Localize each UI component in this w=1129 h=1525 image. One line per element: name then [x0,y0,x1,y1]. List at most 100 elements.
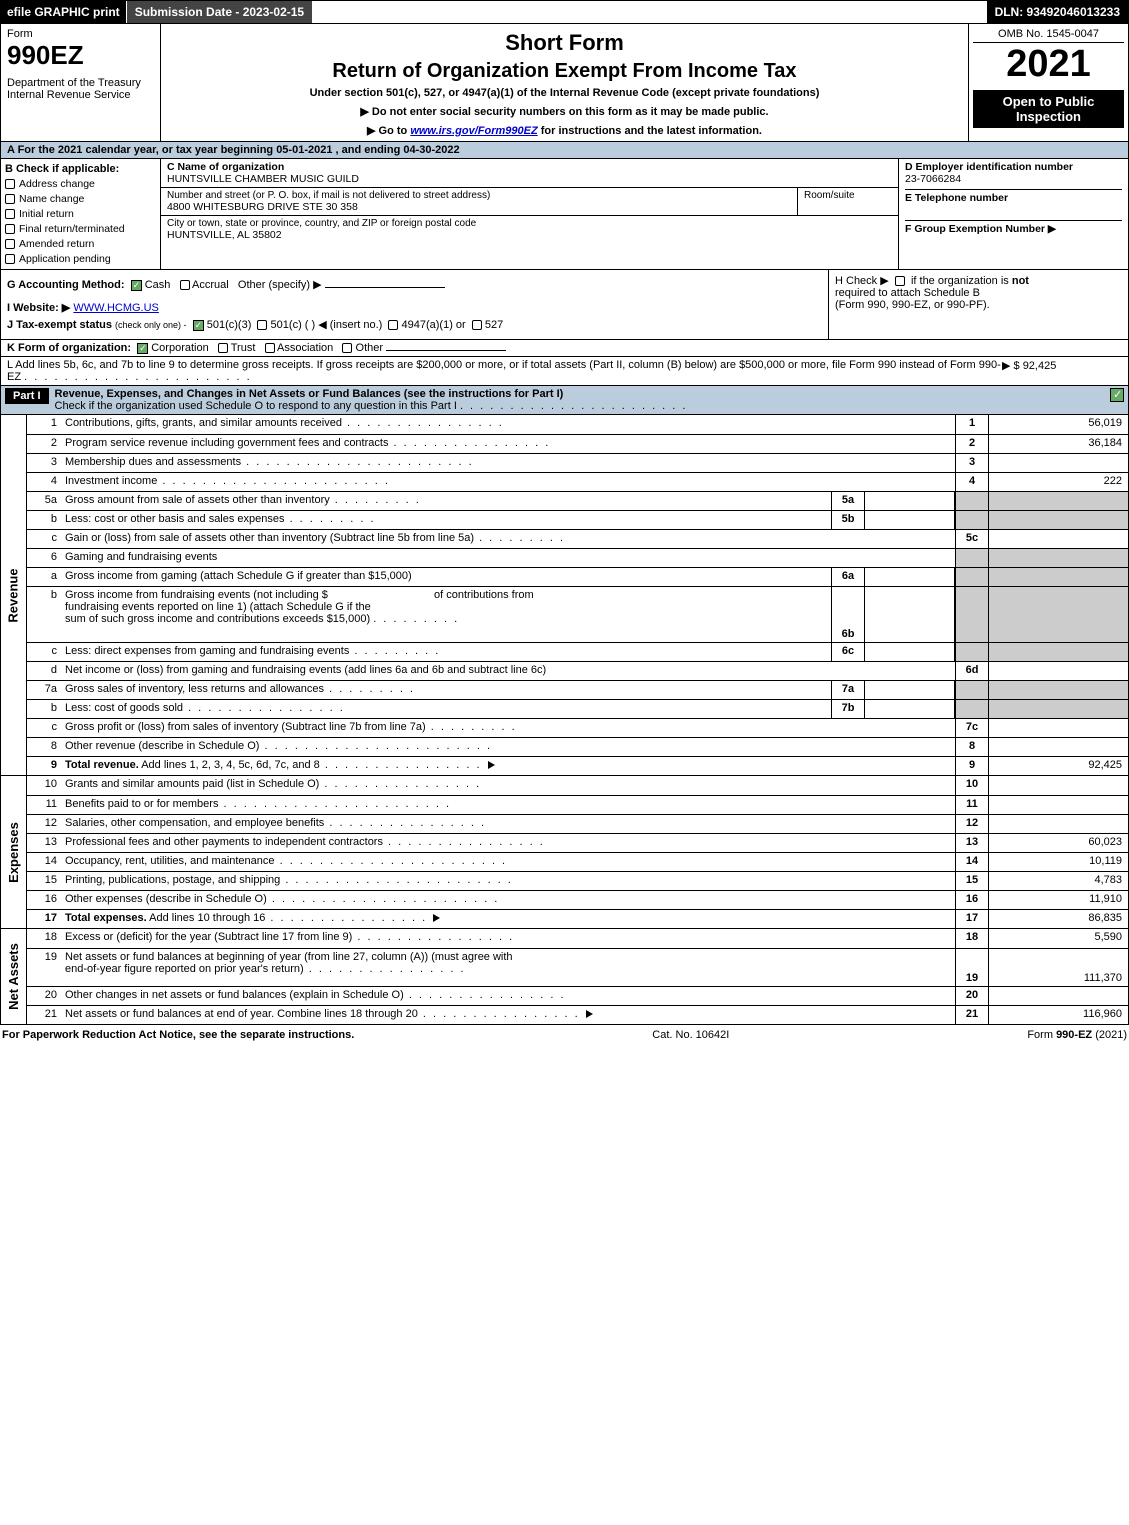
check-initial-return[interactable]: Initial return [5,208,156,220]
row-value [989,796,1129,814]
row-7a: 7a Gross sales of inventory, less return… [27,680,1129,699]
j-4947-check[interactable] [388,320,398,330]
other-specify-field[interactable] [325,287,445,288]
row-rightnum: 13 [955,834,989,852]
part-1-check[interactable] [1110,388,1124,402]
row-num: 11 [27,796,61,814]
dots-icon [157,475,390,487]
desc-text: Excess or (deficit) for the year (Subtra… [65,931,352,943]
check-final-return[interactable]: Final return/terminated [5,223,156,235]
dots-icon [460,400,688,412]
desc-text: fundraising events reported on line 1) (… [65,601,371,613]
row-4: 4 Investment income 4 222 [27,472,1129,491]
netassets-body: 18 Excess or (deficit) for the year (Sub… [27,929,1129,1024]
row-desc: Other revenue (describe in Schedule O) [61,738,955,756]
row-1: 1 Contributions, gifts, grants, and simi… [27,415,1129,434]
row-13: 13 Professional fees and other payments … [27,833,1129,852]
dots-icon [388,437,550,449]
row-value-shaded [989,587,1129,642]
k-assoc: Association [277,342,333,354]
row-subval [865,681,955,699]
k-corp-check[interactable] [137,343,148,354]
row-20: 20 Other changes in net assets or fund b… [27,986,1129,1005]
triangle-icon [586,1010,593,1018]
checkbox-icon [5,254,15,264]
row-value: 86,835 [989,910,1129,928]
irs-link[interactable]: www.irs.gov/Form990EZ [410,125,537,137]
desc-text: Investment income [65,475,157,487]
row-value-shaded [989,511,1129,529]
irs-link-text: www.irs.gov/Form990EZ [410,125,537,137]
row-num: b [27,511,61,529]
check-application-pending[interactable]: Application pending [5,253,156,265]
triangle-icon [433,914,440,922]
j-527: 527 [485,319,503,331]
desc-text: Gross income from fundraising events (no… [65,589,328,601]
website-link[interactable]: WWW.HCMG.US [73,302,159,314]
g-label: G Accounting Method: [7,279,125,291]
row-rightnum: 11 [955,796,989,814]
row-9: 9 Total revenue. Add lines 1, 2, 3, 4, 5… [27,756,1129,775]
check-label: Initial return [19,208,74,220]
directive-goto: ▶ Go to www.irs.gov/Form990EZ for instru… [167,124,962,137]
amount-field[interactable] [331,590,431,600]
row-17: 17 Total expenses. Add lines 10 through … [27,909,1129,928]
check-label: Application pending [19,253,111,265]
desc-text: Professional fees and other payments to … [65,836,383,848]
dots-icon [275,855,508,867]
k-label: K Form of organization: [7,342,131,354]
row-value: 4,783 [989,872,1129,890]
row-5b: b Less: cost or other basis and sales ex… [27,510,1129,529]
section-b-header: B Check if applicable: [5,163,156,175]
checkbox-icon [5,209,15,219]
row-num: 7a [27,681,61,699]
row-num: 15 [27,872,61,890]
accrual-checkbox[interactable] [180,280,190,290]
check-address-change[interactable]: Address change [5,178,156,190]
row-desc: Gain or (loss) from sale of assets other… [61,530,955,548]
row-21: 21 Net assets or fund balances at end of… [27,1005,1129,1024]
j-4947: 4947(a)(1) or [402,319,466,331]
efile-print-button[interactable]: efile GRAPHIC print [1,1,126,23]
dots-icon [280,874,513,886]
spacer [312,1,986,23]
row-desc: Contributions, gifts, grants, and simila… [61,415,955,434]
k-other-check[interactable] [342,343,352,353]
row-desc: Program service revenue including govern… [61,435,955,453]
desc-text: Grants and similar amounts paid (list in… [65,778,319,790]
row-2: 2 Program service revenue including gove… [27,434,1129,453]
desc-text: sum of such gross income and contributio… [65,613,370,625]
dots-icon [267,893,500,905]
checkbox-icon [5,194,15,204]
k-trust-check[interactable] [218,343,228,353]
desc-text: Contributions, gifts, grants, and simila… [65,417,342,429]
row-rightnum: 4 [955,473,989,491]
row-rightnum: 12 [955,815,989,833]
j-501c-check[interactable] [257,320,267,330]
department: Department of the Treasury [7,77,154,89]
row-rightnum: 6d [955,662,989,680]
netassets-section: Net Assets 18 Excess or (deficit) for th… [0,929,1129,1025]
check-amended-return[interactable]: Amended return [5,238,156,250]
row-subval [865,700,955,718]
dots-icon [349,645,440,657]
row-subval [865,587,955,642]
k-other-field[interactable] [386,350,506,351]
j-501c3-check[interactable] [193,320,204,331]
row-num: c [27,530,61,548]
dots-icon [259,740,492,752]
h-checkbox[interactable] [895,276,905,286]
cash-checkbox[interactable] [131,280,142,291]
street-label: Number and street (or P. O. box, if mail… [167,190,791,201]
block-bcd: B Check if applicable: Address change Na… [0,159,1129,270]
j-527-check[interactable] [472,320,482,330]
row-num: 19 [27,949,61,986]
title-return: Return of Organization Exempt From Incom… [167,60,962,83]
row-rightnum: 15 [955,872,989,890]
check-name-change[interactable]: Name change [5,193,156,205]
row-desc: Gross profit or (loss) from sales of inv… [61,719,955,737]
dots-icon [474,532,565,544]
row-18: 18 Excess or (deficit) for the year (Sub… [27,929,1129,948]
k-assoc-check[interactable] [265,343,275,353]
form-number: 990EZ [7,40,154,71]
